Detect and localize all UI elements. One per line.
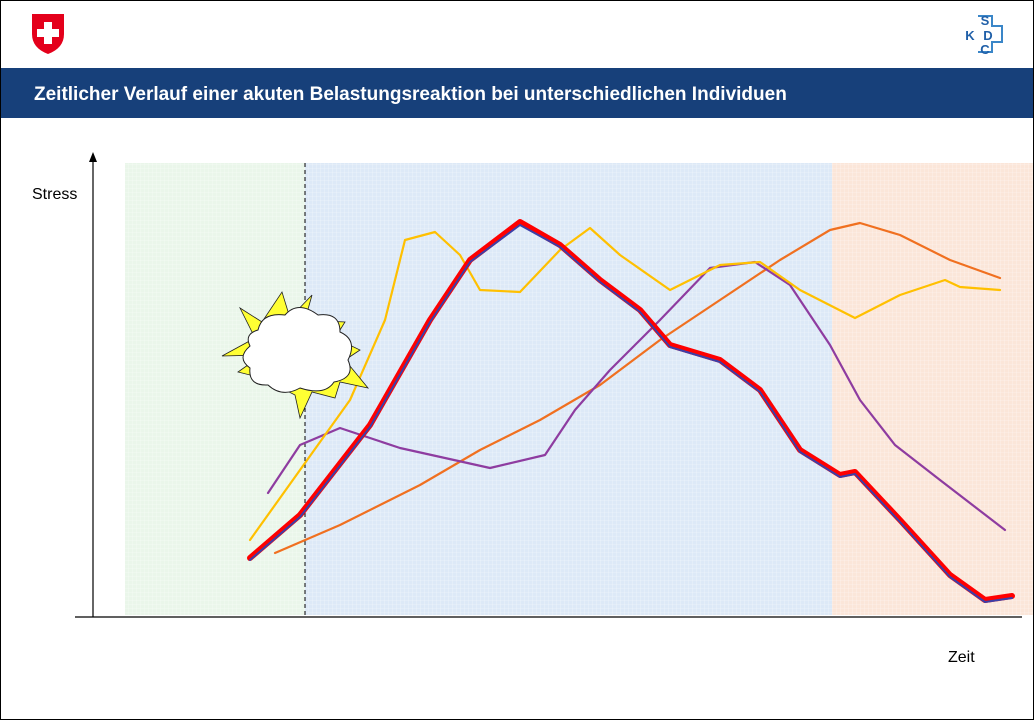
- curve-blue: [249, 224, 1013, 603]
- logo-letter: D: [983, 28, 992, 43]
- curve-red: [247, 219, 1015, 603]
- logo-letter: K: [965, 28, 975, 43]
- stress-cloud: [221, 291, 370, 420]
- y-axis-arrow: [89, 152, 97, 162]
- x-axis-label: Zeit: [948, 649, 975, 666]
- logo-letter: C: [980, 42, 990, 57]
- logo: S K D C: [965, 13, 1003, 57]
- curve-yellow: [248, 226, 1002, 542]
- curve-orange: [273, 221, 1002, 555]
- curves: [247, 219, 1015, 603]
- curve-purple: [266, 260, 1007, 532]
- header-bar: [1, 68, 1033, 118]
- logo-letter: S: [981, 13, 990, 28]
- swiss-flag: [32, 14, 64, 54]
- header-title: Zeitlicher Verlauf einer akuten Belastun…: [34, 84, 787, 105]
- y-axis-label: Stress: [32, 186, 77, 203]
